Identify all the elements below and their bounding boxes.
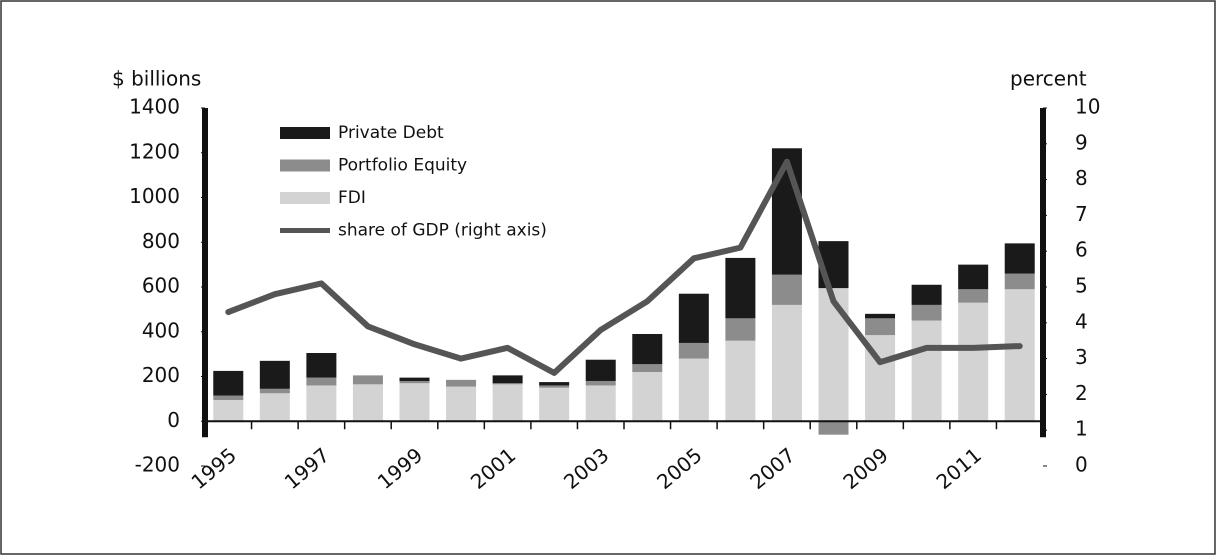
y2-tick-label: 5 xyxy=(1075,274,1088,298)
bar xyxy=(539,387,570,422)
bar xyxy=(725,318,756,341)
y2-tick-label: 9 xyxy=(1075,130,1088,154)
bar xyxy=(259,360,290,389)
bar xyxy=(958,264,989,290)
y-tick-label: 1400 xyxy=(129,95,180,119)
bar xyxy=(306,385,337,422)
legend-label: share of GDP (right axis) xyxy=(338,221,547,241)
bar xyxy=(1004,243,1035,274)
legend-label: FDI xyxy=(338,188,366,208)
bar xyxy=(818,288,849,422)
bar xyxy=(632,372,663,422)
bar xyxy=(585,380,616,386)
bar xyxy=(632,333,663,365)
bar xyxy=(585,359,616,381)
bar xyxy=(539,382,570,386)
bar xyxy=(446,379,477,387)
bar xyxy=(213,395,244,400)
bar xyxy=(818,421,849,435)
y2-tick-label: 7 xyxy=(1075,202,1088,226)
bar xyxy=(213,399,244,422)
bar xyxy=(771,274,802,305)
y-tick-label: 200 xyxy=(142,363,180,387)
bar xyxy=(865,318,896,336)
bar xyxy=(585,385,616,422)
bar xyxy=(352,384,383,422)
bar xyxy=(865,313,896,319)
y-tick-label: 600 xyxy=(142,274,180,298)
legend-label: Private Debt xyxy=(338,123,444,143)
bar xyxy=(678,358,709,422)
bar xyxy=(213,370,244,396)
y2-tick-label: 3 xyxy=(1075,345,1088,369)
y-tick-label: 1200 xyxy=(129,139,180,163)
bar xyxy=(911,284,942,305)
y2-tick-label: 10 xyxy=(1075,95,1100,119)
bar xyxy=(259,388,290,394)
line-series xyxy=(225,158,1023,376)
bar xyxy=(958,289,989,303)
y-tick-label: 400 xyxy=(142,318,180,342)
bar xyxy=(958,302,989,422)
bar xyxy=(725,340,756,422)
bar xyxy=(632,364,663,373)
y-axis-label: $ billions xyxy=(112,67,201,91)
legend-label: Portfolio Equity xyxy=(338,156,467,176)
y-tick-label: -200 xyxy=(135,453,180,477)
legend-swatch xyxy=(280,159,330,172)
y-tick-label: 800 xyxy=(142,229,180,253)
y-tick-label: 0 xyxy=(167,408,180,432)
bar xyxy=(306,353,337,378)
bar xyxy=(446,386,477,422)
bar xyxy=(771,304,802,422)
legend-swatch xyxy=(280,192,330,204)
bar xyxy=(399,383,430,422)
bar xyxy=(911,304,942,321)
bar xyxy=(678,293,709,343)
bar xyxy=(725,257,756,319)
bar xyxy=(911,320,942,422)
bar xyxy=(492,375,523,384)
y2-tick-label: 0 xyxy=(1075,453,1088,477)
bar xyxy=(259,393,290,422)
y2-axis-label: percent xyxy=(1010,67,1087,91)
bar xyxy=(1004,273,1035,290)
legend-swatch xyxy=(280,127,330,139)
bar xyxy=(352,375,383,385)
y2-tick-label: 1 xyxy=(1075,417,1088,441)
bar xyxy=(492,384,523,422)
bar xyxy=(399,380,430,384)
bar xyxy=(399,377,430,381)
bar xyxy=(678,342,709,359)
bar xyxy=(306,377,337,386)
y2-tick-label: 2 xyxy=(1075,381,1088,405)
bar xyxy=(1004,289,1035,422)
y2-tick-label: 8 xyxy=(1075,166,1088,190)
bar xyxy=(539,385,570,388)
y-tick-label: 1000 xyxy=(129,184,180,208)
y2-tick-label: 4 xyxy=(1075,309,1088,333)
y2-tick-label: 6 xyxy=(1075,238,1088,262)
bar xyxy=(492,383,523,385)
